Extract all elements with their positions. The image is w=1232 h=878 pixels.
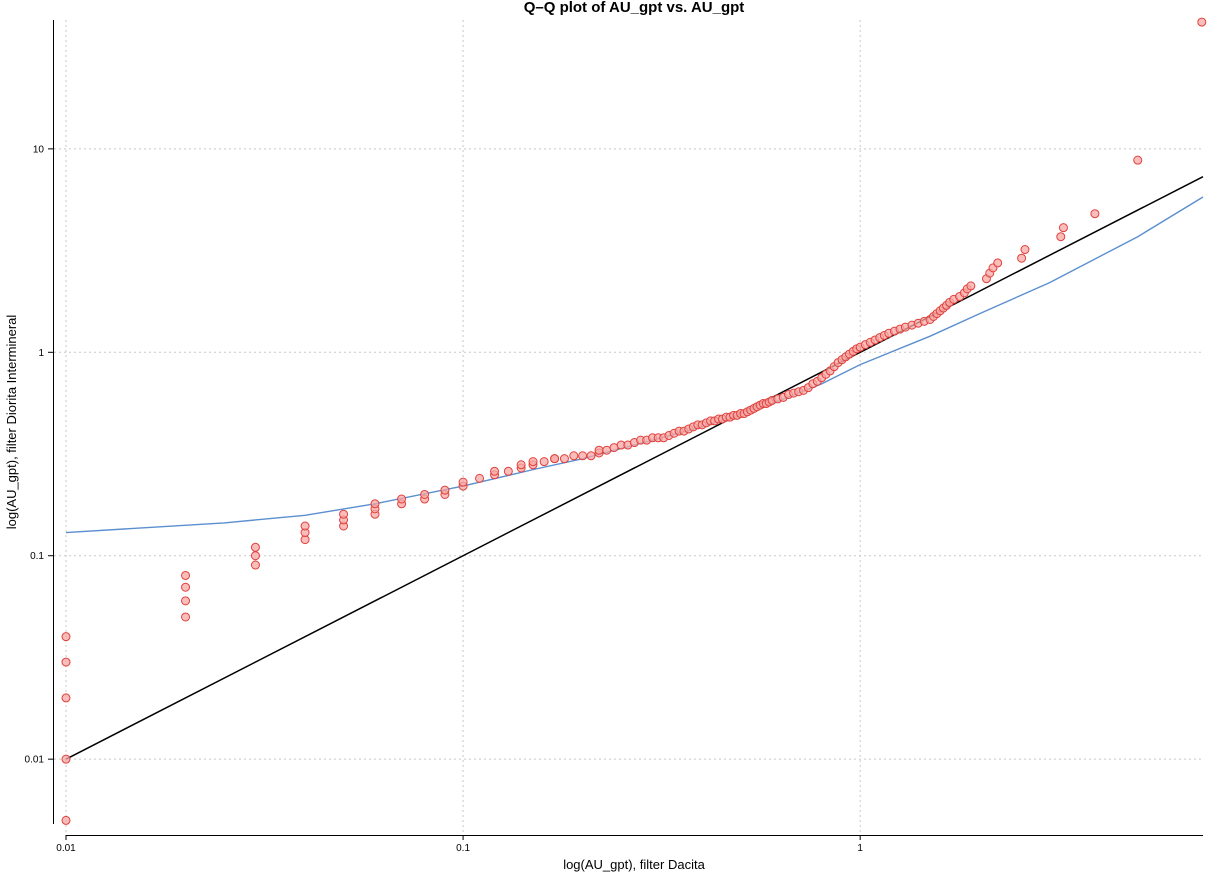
data-point: [516, 460, 526, 470]
data-point: [993, 258, 1003, 268]
reference-line: [65, 176, 1204, 760]
data-point: [1058, 223, 1068, 233]
data-point: [539, 457, 549, 467]
data-point: [586, 451, 596, 461]
data-point: [569, 451, 579, 461]
x-tick-label: 0.1: [456, 843, 470, 854]
data-point: [61, 657, 71, 667]
data-point: [602, 445, 612, 455]
data-point: [475, 473, 485, 483]
data-point: [181, 596, 191, 606]
data-point: [578, 451, 588, 461]
data-point: [250, 542, 260, 552]
x-tick-label: 1: [857, 843, 863, 854]
data-point: [250, 560, 260, 570]
data-point: [550, 454, 560, 464]
data-point: [339, 509, 349, 519]
data-point: [397, 494, 407, 504]
data-point: [1197, 17, 1207, 27]
data-point: [61, 815, 71, 825]
y-tick-label: 10: [33, 144, 45, 155]
tick-labels: 0.01 0.1 1 0.01 0.1 1 10: [25, 144, 864, 854]
data-point: [1017, 253, 1027, 263]
lines: [65, 176, 1204, 760]
y-tick-label: 0.01: [25, 755, 45, 766]
fit-line: [65, 196, 1204, 534]
data-point: [559, 454, 569, 464]
data-point: [61, 632, 71, 642]
data-point: [528, 457, 538, 467]
y-tick-label: 0.1: [30, 551, 44, 562]
data-point: [1133, 155, 1143, 165]
data-point: [458, 477, 468, 487]
data-point: [61, 754, 71, 764]
chart-title: Q–Q plot of AU_gpt vs. AU_gpt: [524, 0, 745, 16]
data-point: [966, 281, 976, 291]
data-point: [1020, 245, 1030, 255]
x-tick-label: 0.01: [56, 843, 76, 854]
x-axis-label: log(AU_gpt), filter Dacita: [563, 857, 705, 872]
data-point: [181, 570, 191, 580]
grid: [54, 20, 1203, 835]
data-point: [503, 466, 513, 476]
data-point: [61, 693, 71, 703]
data-point: [1056, 232, 1066, 242]
data-point: [440, 485, 450, 495]
data-point: [250, 551, 260, 561]
data-point: [181, 582, 191, 592]
axes: [48, 20, 1203, 840]
data-point: [181, 612, 191, 622]
y-tick-label: 1: [38, 348, 44, 359]
data-point: [490, 466, 500, 476]
data-points: [61, 17, 1207, 825]
y-axis-label: log(AU_gpt), filter Diorita Intermineral: [4, 315, 19, 530]
data-point: [1090, 209, 1100, 219]
data-point: [420, 489, 430, 499]
data-point: [594, 445, 604, 455]
data-point: [370, 499, 380, 509]
data-point: [300, 521, 310, 531]
